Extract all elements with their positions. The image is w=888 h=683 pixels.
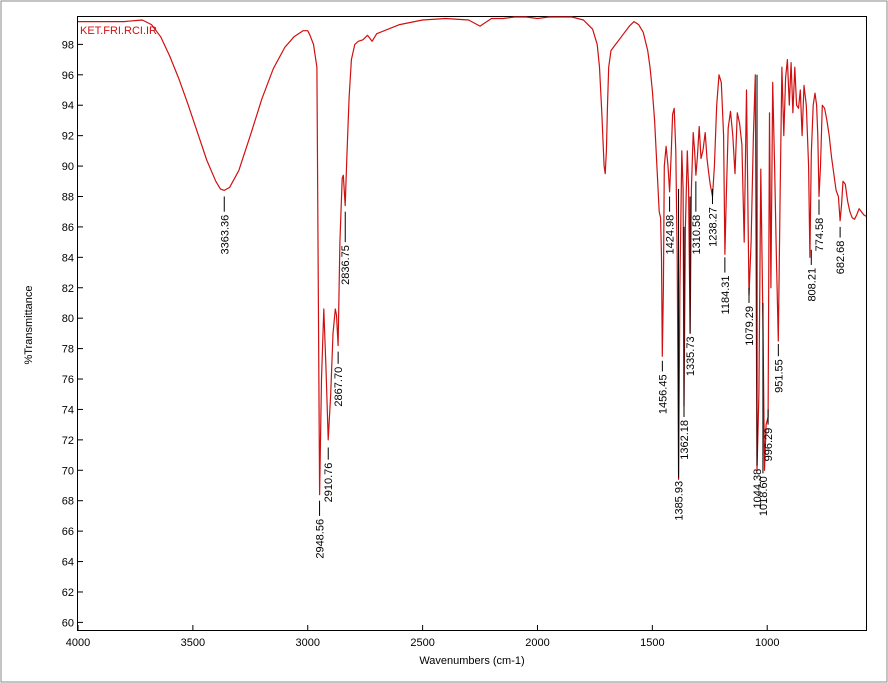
y-tick-label: 80 <box>62 313 74 325</box>
y-tick-label: 82 <box>62 283 74 295</box>
y-tick-label: 62 <box>62 587 74 599</box>
peak-label: 1184.31 <box>720 276 732 315</box>
peak-label: 2910.76 <box>323 463 335 503</box>
y-tick-label: 90 <box>62 161 74 173</box>
spectrum-series <box>78 16 867 496</box>
y-tick-label: 78 <box>62 344 74 356</box>
y-tick-label: 72 <box>62 435 74 447</box>
peak-label: 1238.27 <box>708 207 720 247</box>
y-tick-label: 74 <box>62 404 74 416</box>
y-tick-label: 70 <box>62 465 74 477</box>
peak-label: 1335.73 <box>685 336 697 376</box>
y-tick-label: 66 <box>62 526 74 538</box>
peak-label: 774.58 <box>814 218 826 252</box>
y-tick-label: 68 <box>62 496 74 508</box>
y-axis-label: %Transmittance <box>23 285 35 364</box>
x-tick-label: 3500 <box>181 637 205 649</box>
peak-label: 951.55 <box>773 359 785 393</box>
peak-label: 1456.45 <box>657 374 669 414</box>
peak-annotations: 3363.36 2948.56 2910.76 2867.70 2836.75 1456.… <box>219 74 847 559</box>
y-tick-label: 92 <box>62 131 74 143</box>
y-tick-label: 64 <box>62 557 74 569</box>
peak-label: 1310.58 <box>691 215 703 255</box>
x-axis-label: Wavenumbers (cm-1) <box>419 655 524 667</box>
x-tick-label: 4000 <box>66 637 90 649</box>
peak-label: 1385.93 <box>674 481 686 521</box>
peak-label: 682.68 <box>835 241 847 275</box>
x-tick-label: 2000 <box>525 637 549 649</box>
x-tick-label: 2500 <box>410 637 434 649</box>
peak-label: 2836.75 <box>340 245 352 285</box>
x-tick-label: 1000 <box>755 637 779 649</box>
plot-area <box>77 16 867 631</box>
x-tick-label: 3000 <box>295 637 319 649</box>
peak-label: 1079.29 <box>744 306 756 346</box>
y-tick-label: 98 <box>62 39 74 51</box>
y-axis-ticks: 60 62 64 66 68 70 72 74 76 78 80 82 84 86 88 90 92 94 96 98 <box>62 39 83 629</box>
y-tick-label: 88 <box>62 191 74 203</box>
peak-label: 1424.98 <box>665 215 677 255</box>
y-tick-label: 86 <box>62 222 74 234</box>
peak-label: 1362.18 <box>679 420 691 460</box>
y-tick-label: 76 <box>62 374 74 386</box>
peak-label: 996.29 <box>763 428 775 462</box>
peak-label: 2867.70 <box>333 367 345 407</box>
peak-label: 808.21 <box>806 268 818 302</box>
x-axis-ticks: 4000 3500 3000 2500 2000 1500 1000 <box>66 625 779 649</box>
x-tick-label: 1500 <box>640 637 664 649</box>
y-tick-label: 84 <box>62 252 74 264</box>
peak-label: 3363.36 <box>219 215 231 255</box>
spectrum-line <box>78 16 867 496</box>
y-tick-label: 60 <box>62 617 74 629</box>
peak-label: 2948.56 <box>315 519 327 559</box>
chart-title: KET.FRI.RCI.IR <box>80 25 157 37</box>
peak-label: 1044.38 <box>752 469 764 509</box>
y-tick-label: 94 <box>62 100 74 112</box>
y-tick-label: 96 <box>62 70 74 82</box>
peak-label: 1018.60 <box>758 476 770 516</box>
